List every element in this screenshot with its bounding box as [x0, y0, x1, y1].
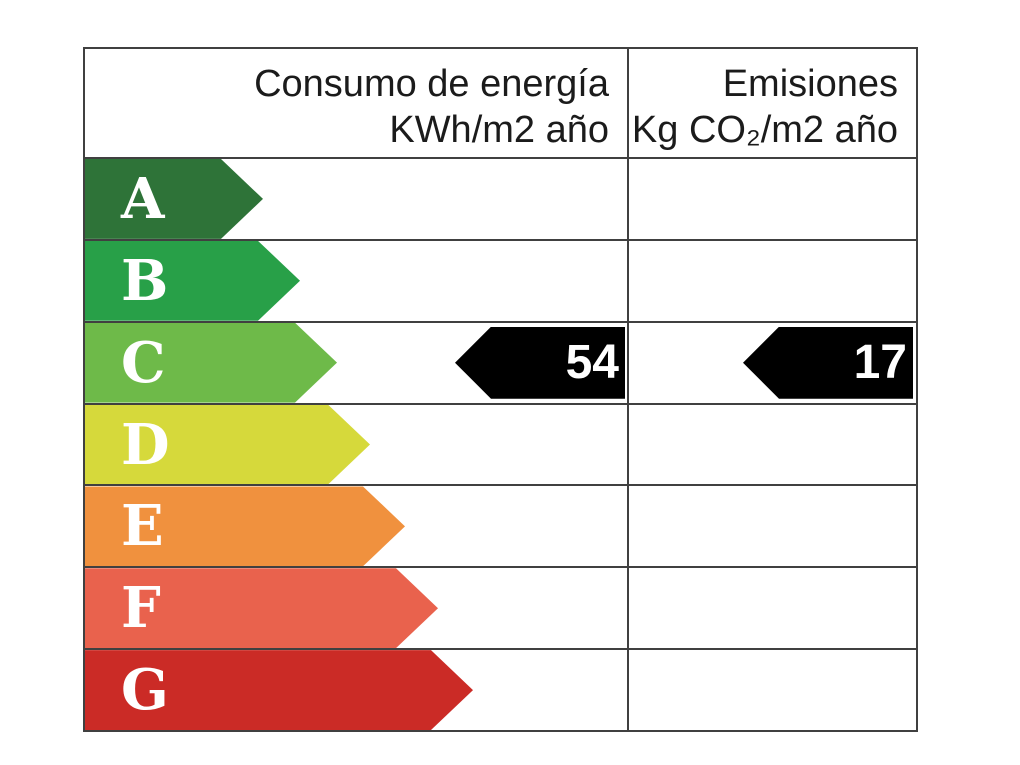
rating-row-e: E	[85, 484, 916, 566]
rating-row-b: B	[85, 238, 916, 321]
consumption-header-units: KWh/m2 año	[389, 109, 609, 151]
rating-row-f: F	[85, 566, 916, 648]
rating-row-d: D	[85, 402, 916, 485]
rating-grade-label: F	[121, 575, 161, 642]
rating-row-g: G	[85, 648, 916, 730]
rating-grade-label: G	[121, 657, 169, 724]
consumption-value: 54	[565, 335, 619, 389]
rating-bar-arrow: C	[85, 323, 337, 403]
consumption-header-title: Consumo de energía	[254, 63, 609, 105]
rating-rows: A B C 54 17 D E	[85, 159, 916, 730]
rating-table: Consumo de energía KWh/m2 año Emisiones …	[83, 47, 918, 732]
rating-grade-label: C	[121, 329, 166, 396]
rating-bar-arrow: A	[85, 159, 263, 239]
rating-grade-label: B	[121, 247, 169, 314]
rating-grade-label: D	[121, 411, 170, 478]
rating-grade-label: A	[121, 165, 165, 232]
rating-bar-arrow: E	[85, 486, 405, 566]
rating-bar-arrow: D	[85, 405, 370, 485]
emissions-header-title: Emisiones	[722, 63, 898, 105]
emissions-header-cell: Emisiones Kg CO₂/m2 año	[627, 49, 916, 157]
emissions-value: 17	[853, 335, 907, 389]
rating-bar-arrow: G	[85, 650, 473, 730]
emissions-header-units: Kg CO₂/m2 año	[631, 109, 898, 151]
consumption-indicator-arrow: 54	[455, 326, 625, 399]
emissions-indicator-arrow: 17	[743, 326, 913, 399]
rating-grade-label: E	[121, 493, 164, 560]
consumption-header-cell: Consumo de energía KWh/m2 año	[85, 49, 627, 157]
rating-bar-arrow: F	[85, 568, 438, 648]
table-header: Consumo de energía KWh/m2 año Emisiones …	[85, 49, 916, 159]
rating-row-c: C 54 17	[85, 320, 916, 403]
column-divider	[627, 49, 629, 730]
rating-row-a: A	[85, 159, 916, 239]
rating-bar-arrow: B	[85, 241, 300, 321]
